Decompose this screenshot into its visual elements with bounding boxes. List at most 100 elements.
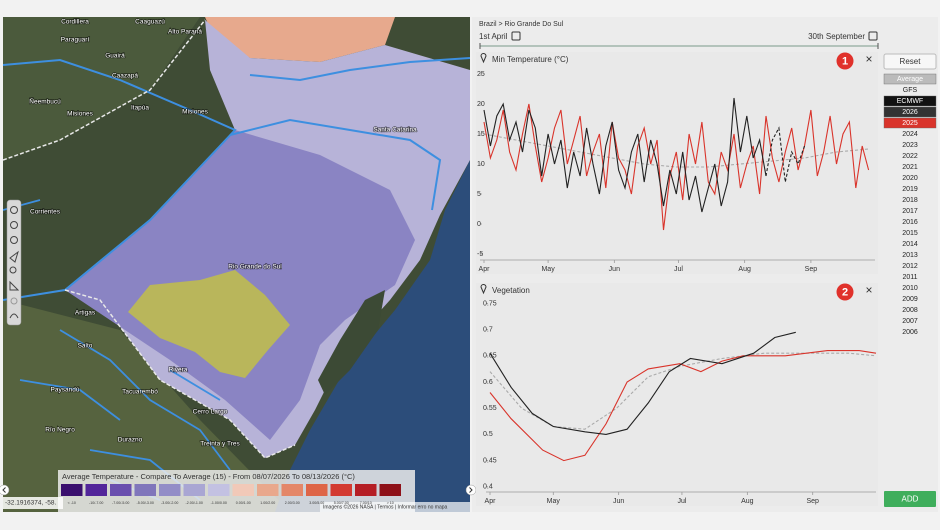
y-tick-label: 0.7 [483, 327, 493, 334]
series-toggle[interactable]: 2025 [902, 120, 918, 127]
step-number: 2 [842, 286, 848, 298]
legend-swatch [232, 484, 254, 496]
pin-icon[interactable] [480, 53, 487, 64]
collapse-right[interactable] [465, 484, 477, 496]
tool-locate[interactable] [9, 250, 19, 263]
x-tick-label: Sep [806, 498, 819, 505]
attribution-box [320, 502, 470, 512]
x-tick-label: Sep [805, 266, 818, 273]
collapse-left[interactable] [0, 484, 10, 496]
border-line [249, 57, 470, 82]
calendar-icon[interactable] [868, 31, 878, 41]
series-toggle[interactable]: 2012 [902, 263, 918, 270]
chart-title: Vegetation [492, 286, 530, 295]
map[interactable]: Average Temperature - Compare To Average… [3, 17, 470, 512]
series-toggle[interactable]: 2015 [902, 230, 918, 237]
series-toggle[interactable]: 2007 [902, 318, 918, 325]
map-toolbar[interactable] [6, 199, 22, 326]
series-line [489, 352, 877, 430]
x-tick-label: Jun [609, 266, 620, 273]
series-toggle[interactable]: 2024 [902, 131, 918, 138]
series-toggle[interactable]: 2006 [902, 329, 918, 336]
legend-bin-label: -3.00/-2.00 [161, 501, 178, 505]
series-toggle-bg [883, 73, 937, 85]
series-toggle[interactable]: 2009 [902, 296, 918, 303]
series-toggle[interactable]: ECMWF [897, 98, 923, 105]
y-tick-label: 10 [477, 161, 485, 168]
place-label: Santa Catarina [373, 127, 417, 134]
series-toggle[interactable]: 2021 [902, 164, 918, 171]
add-button[interactable] [884, 491, 936, 507]
legend-swatch [110, 484, 132, 496]
series-line [483, 97, 767, 213]
collapse-right-icon [469, 487, 473, 493]
tool-layers[interactable] [10, 206, 18, 214]
legend-swatch [85, 484, 107, 496]
place-label: Misiones [67, 111, 93, 118]
y-tick-label: 0.55 [483, 405, 497, 412]
x-tick-label: Apr [485, 498, 497, 505]
legend-swatch [355, 484, 377, 496]
place-label: Salto [78, 343, 93, 350]
close-button[interactable]: × [865, 52, 872, 66]
pin-icon[interactable] [480, 284, 487, 295]
end-date[interactable]: 30th September [808, 32, 865, 41]
series-toggle[interactable]: Average [897, 76, 923, 83]
legend-bin-label: -1.00/0.00 [211, 501, 227, 505]
place-label: Ñeembucú [29, 97, 61, 106]
toolbar-background [6, 199, 22, 326]
place-label: Paysandú [51, 387, 80, 394]
reset-button[interactable] [883, 53, 937, 70]
place-label: Río Negro [45, 427, 75, 434]
series-toggle[interactable]: 2017 [902, 208, 918, 215]
lagoon [318, 290, 385, 395]
legend-bin-label: -7.00/-5.00 [112, 501, 129, 505]
series-line [765, 126, 806, 183]
series-toggle[interactable]: 2011 [902, 274, 917, 281]
legend-swatch [281, 484, 303, 496]
coordinates: -32.1916374, -58. [5, 500, 57, 507]
y-tick-label: 5 [477, 191, 481, 198]
series-toggle[interactable]: 2022 [902, 153, 918, 160]
x-tick-label: Aug [741, 498, 754, 505]
place-label: Rivera [169, 367, 188, 374]
calendar-icon[interactable] [511, 31, 521, 41]
series-toggle[interactable]: 2010 [902, 285, 918, 292]
start-date[interactable]: 1st April [479, 32, 508, 41]
series-toggle[interactable]: 2026 [902, 109, 918, 116]
tool-zoom-in[interactable] [10, 221, 18, 229]
tool-select[interactable] [9, 280, 20, 291]
series-toggle[interactable]: 2016 [902, 219, 918, 226]
y-tick-label: 15 [477, 131, 485, 138]
x-tick-label: Jul [677, 498, 686, 505]
series-toggle[interactable]: 2020 [902, 175, 918, 182]
place-label: Paraguarí [61, 37, 90, 44]
tool-draw[interactable] [9, 313, 19, 319]
tool-zoom-out[interactable] [10, 236, 18, 244]
series-toggle[interactable]: 2019 [902, 186, 918, 193]
series-toggle[interactable]: 2008 [902, 307, 918, 314]
legend-bin-label: 3.00/5.00 [309, 501, 324, 505]
series-line [489, 350, 877, 462]
land-patch [3, 17, 200, 160]
legend-swatch [208, 484, 230, 496]
place-label: Alto Paraná [168, 29, 202, 36]
y-tick-label: 0 [477, 221, 481, 228]
series-toggle[interactable]: 2014 [902, 241, 918, 248]
series-toggle[interactable]: 2023 [902, 142, 918, 149]
series-toggle[interactable]: GFS [903, 87, 918, 94]
chart-area [476, 283, 878, 506]
series-toggle-bg [883, 106, 937, 118]
place-label: Caazapá [112, 73, 138, 80]
legend-bin-label: -2.00/-1.00 [186, 501, 203, 505]
place-label: Tacuarembó [122, 389, 158, 396]
border-line [229, 118, 442, 211]
series-toggle[interactable]: 2013 [902, 252, 918, 259]
place-label: Itapúa [131, 105, 149, 112]
series-toggle[interactable]: 2018 [902, 197, 918, 204]
x-tick-label: Aug [738, 266, 751, 273]
close-button[interactable]: × [865, 283, 872, 297]
legend-swatch [257, 484, 279, 496]
tool-search[interactable] [9, 266, 17, 274]
series-line [483, 133, 869, 168]
